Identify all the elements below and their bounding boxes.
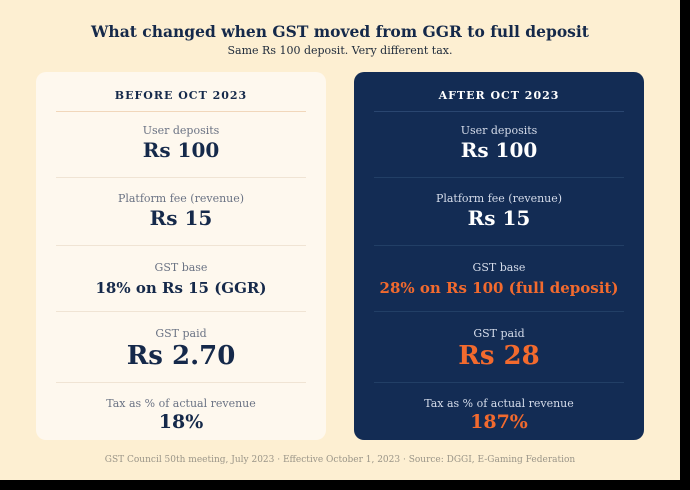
row-value: Rs 100 bbox=[460, 138, 538, 162]
row-value: 18% bbox=[158, 411, 204, 433]
chart-title: What changed when GST moved from GGR to … bbox=[91, 22, 589, 41]
row-value: Rs 15 bbox=[467, 206, 531, 230]
after-row-tax-percent: Tax as % of actual revenue 187% bbox=[374, 397, 624, 437]
chart-subtitle: Same Rs 100 deposit. Very different tax. bbox=[227, 44, 453, 57]
row-value: Rs 2.70 bbox=[126, 341, 236, 371]
before-row-user-deposits: User deposits Rs 100 bbox=[56, 124, 306, 178]
after-row-platform-fee: Platform fee (revenue) Rs 15 bbox=[374, 192, 624, 246]
row-label: GST base bbox=[154, 261, 208, 274]
before-card-header: BEFORE OCT 2023 bbox=[56, 89, 306, 112]
before-card: BEFORE OCT 2023 User deposits Rs 100 Pla… bbox=[36, 72, 326, 440]
row-value: Rs 15 bbox=[149, 206, 213, 230]
row-label: Tax as % of actual revenue bbox=[106, 397, 256, 410]
row-label: Tax as % of actual revenue bbox=[424, 397, 574, 410]
source-footer: GST Council 50th meeting, July 2023 · Ef… bbox=[104, 455, 576, 465]
before-row-gst-paid: GST paid Rs 2.70 bbox=[56, 327, 306, 383]
row-value: Rs 100 bbox=[142, 138, 220, 162]
row-value-highlight: Rs 28 bbox=[458, 341, 540, 371]
after-row-gst-paid: GST paid Rs 28 bbox=[374, 327, 624, 383]
after-card-header: AFTER OCT 2023 bbox=[374, 89, 624, 112]
row-label: GST base bbox=[472, 261, 526, 274]
row-label: GST paid bbox=[473, 327, 525, 340]
before-row-gst-base: GST base 18% on Rs 15 (GGR) bbox=[56, 261, 306, 312]
row-value-highlight: 28% on Rs 100 (full deposit) bbox=[379, 279, 619, 297]
before-row-platform-fee: Platform fee (revenue) Rs 15 bbox=[56, 192, 306, 246]
row-label: GST paid bbox=[155, 327, 207, 340]
row-label: User deposits bbox=[142, 124, 220, 137]
row-label: Platform fee (revenue) bbox=[435, 192, 563, 205]
row-label: User deposits bbox=[460, 124, 538, 137]
row-value-highlight: 187% bbox=[470, 411, 528, 433]
infographic-canvas: What changed when GST moved from GGR to … bbox=[0, 0, 680, 480]
row-label: Platform fee (revenue) bbox=[117, 192, 245, 205]
before-row-tax-percent: Tax as % of actual revenue 18% bbox=[56, 397, 306, 437]
after-row-user-deposits: User deposits Rs 100 bbox=[374, 124, 624, 178]
row-value: 18% on Rs 15 (GGR) bbox=[95, 279, 267, 297]
after-card: AFTER OCT 2023 User deposits Rs 100 Plat… bbox=[354, 72, 644, 440]
after-row-gst-base: GST base 28% on Rs 100 (full deposit) bbox=[374, 261, 624, 312]
